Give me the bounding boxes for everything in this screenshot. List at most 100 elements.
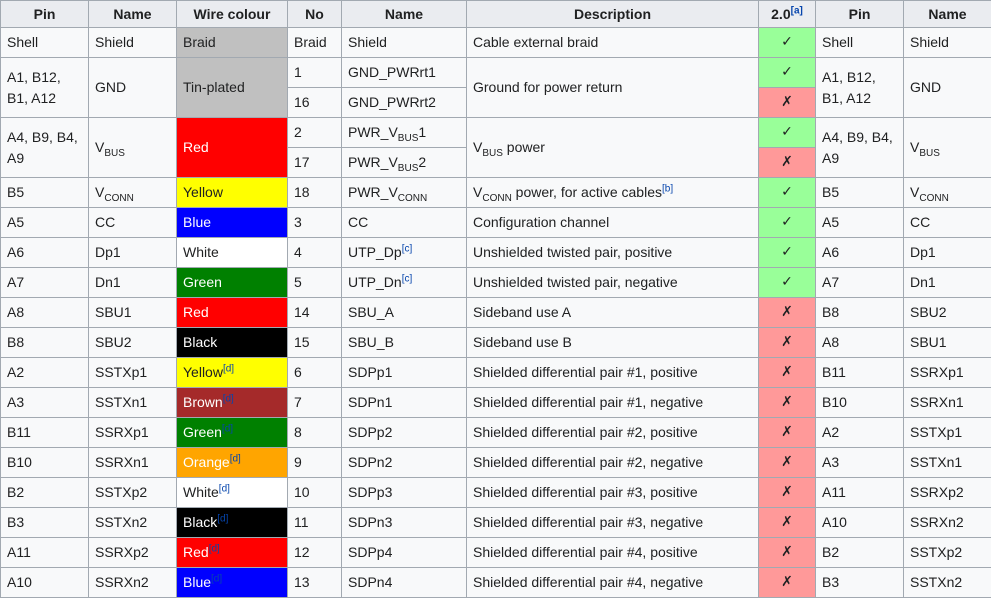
cell-usb2-no-mark: ✗ xyxy=(759,358,816,388)
cell-description: Shielded differential pair #3, positive xyxy=(467,478,759,508)
cell-wire_colour: Green xyxy=(177,268,288,298)
ref-link-d[interactable]: [d] xyxy=(223,394,234,405)
cell-pin_left: B2 xyxy=(1,478,89,508)
cell-pin_left: A10 xyxy=(1,568,89,598)
ref-link-d[interactable]: [d] xyxy=(209,544,220,555)
cell-name_left: Dn1 xyxy=(89,268,177,298)
ref-link-d[interactable]: [d] xyxy=(223,364,234,375)
cell-name_left: SSRXn1 xyxy=(89,448,177,478)
cell-description: VCONN power, for active cables[b] xyxy=(467,178,759,208)
subscript-text: BUS xyxy=(398,163,419,174)
header-name_left: Name xyxy=(89,1,177,28)
cell-usb2-yes-mark: ✓ xyxy=(759,268,816,298)
cell-wire_colour: Braid xyxy=(177,28,288,58)
cell-wire_name: SDPn4 xyxy=(342,568,467,598)
cell-pin_right: B3 xyxy=(816,568,904,598)
cell-description: VBUS power xyxy=(467,118,759,178)
cell-description: Ground for power return xyxy=(467,58,759,118)
cell-name_left: SSRXn2 xyxy=(89,568,177,598)
cell-pin_left: A1, B12, B1, A12 xyxy=(1,58,89,118)
cell-wire_colour: White[d] xyxy=(177,478,288,508)
cell-no: 7 xyxy=(288,388,342,418)
ref-link-d[interactable]: [d] xyxy=(222,424,233,435)
cell-pin_right: Shell xyxy=(816,28,904,58)
cell-usb2-no-mark: ✗ xyxy=(759,298,816,328)
header-wire_name: Name xyxy=(342,1,467,28)
cell-wire_colour: Red xyxy=(177,118,288,178)
cell-name_left: SSRXp2 xyxy=(89,538,177,568)
cell-wire_colour: White xyxy=(177,238,288,268)
cell-pin_left: Shell xyxy=(1,28,89,58)
cell-wire_colour: Blue[d] xyxy=(177,568,288,598)
cell-no: 18 xyxy=(288,178,342,208)
cell-name_left: SSTXp1 xyxy=(89,358,177,388)
cell-usb2-no-mark: ✗ xyxy=(759,148,816,178)
cell-name_right: SSRXn2 xyxy=(904,508,991,538)
cell-pin_left: B8 xyxy=(1,328,89,358)
cell-wire_colour: Tin-plated xyxy=(177,58,288,118)
cell-description: Shielded differential pair #2, negative xyxy=(467,448,759,478)
subscript-text: BUS xyxy=(482,148,503,159)
cell-usb2-no-mark: ✗ xyxy=(759,508,816,538)
cell-usb2-no-mark: ✗ xyxy=(759,538,816,568)
cell-wire_name: SDPn1 xyxy=(342,388,467,418)
cell-pin_right: A7 xyxy=(816,268,904,298)
cell-pin_left: A6 xyxy=(1,238,89,268)
cell-pin_right: B2 xyxy=(816,538,904,568)
cell-name_left: SBU2 xyxy=(89,328,177,358)
cell-description: Cable external braid xyxy=(467,28,759,58)
cell-pin_right: A8 xyxy=(816,328,904,358)
cell-name_right: SSRXp2 xyxy=(904,478,991,508)
header-description: Description xyxy=(467,1,759,28)
cell-name_left: Shield xyxy=(89,28,177,58)
ref-link-d[interactable]: [d] xyxy=(230,454,241,465)
cell-name_right: SSTXn2 xyxy=(904,568,991,598)
cell-no: Braid xyxy=(288,28,342,58)
cell-wire_name: SDPp4 xyxy=(342,538,467,568)
cell-name_right: SBU2 xyxy=(904,298,991,328)
cell-usb2-no-mark: ✗ xyxy=(759,568,816,598)
cell-pin_left: A8 xyxy=(1,298,89,328)
cell-wire_name: GND_PWRrt2 xyxy=(342,88,467,118)
cell-pin_right: A5 xyxy=(816,208,904,238)
cell-description: Shielded differential pair #1, positive xyxy=(467,358,759,388)
ref-link-c[interactable]: [c] xyxy=(402,244,413,255)
cell-no: 8 xyxy=(288,418,342,448)
ref-link-b[interactable]: [b] xyxy=(662,184,673,195)
cell-no: 16 xyxy=(288,88,342,118)
cell-usb2-yes-mark: ✓ xyxy=(759,178,816,208)
ref-link-d[interactable]: [d] xyxy=(211,574,222,585)
cell-pin_right: A10 xyxy=(816,508,904,538)
cell-pin_right: B5 xyxy=(816,178,904,208)
subscript-text: CONN xyxy=(482,193,511,204)
cell-no: 11 xyxy=(288,508,342,538)
ref-link-c[interactable]: [c] xyxy=(402,274,413,285)
cell-wire_colour: Red xyxy=(177,298,288,328)
ref-link-d[interactable]: [d] xyxy=(217,514,228,525)
cell-wire_name: Shield xyxy=(342,28,467,58)
cell-name_left: SSTXp2 xyxy=(89,478,177,508)
cell-name_right: SSTXp2 xyxy=(904,538,991,568)
cell-pin_left: B3 xyxy=(1,508,89,538)
subscript-text: CONN xyxy=(398,193,427,204)
cell-description: Shielded differential pair #2, positive xyxy=(467,418,759,448)
ref-link-a[interactable]: [a] xyxy=(791,5,803,16)
cell-pin_left: B10 xyxy=(1,448,89,478)
cell-usb2-no-mark: ✗ xyxy=(759,448,816,478)
cell-pin_left: B5 xyxy=(1,178,89,208)
ref-link-d[interactable]: [d] xyxy=(219,484,230,495)
cell-wire_name: SDPp3 xyxy=(342,478,467,508)
cell-description: Unshielded twisted pair, negative xyxy=(467,268,759,298)
cell-pin_right: B8 xyxy=(816,298,904,328)
cell-no: 5 xyxy=(288,268,342,298)
cell-pin_right: A3 xyxy=(816,448,904,478)
